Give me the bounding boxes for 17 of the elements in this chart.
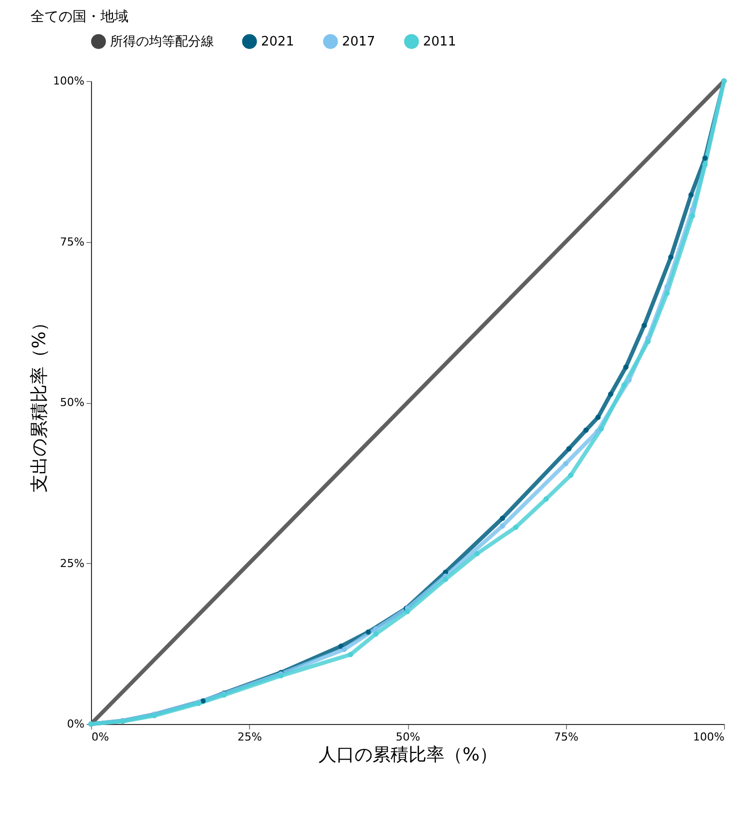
legend-label: 所得の均等配分線 <box>110 34 214 50</box>
legend-label: 2011 <box>423 34 456 50</box>
x-tick-label: 100% <box>693 730 724 744</box>
x-tick-label: 75% <box>554 730 578 744</box>
legend-label: 2021 <box>261 34 294 50</box>
y-tick-label: 25% <box>60 556 84 570</box>
legend-label: 2017 <box>342 34 376 50</box>
x-tick-label: 50% <box>396 730 420 744</box>
y-tick-label: 75% <box>60 235 84 248</box>
x-axis-title: 人口の累積比率（%） <box>318 744 498 766</box>
y-tick-label: 100% <box>53 74 84 88</box>
x-tick-label: 0% <box>92 730 109 744</box>
y-tick-label: 50% <box>60 396 84 409</box>
x-tick-label: 25% <box>238 730 262 744</box>
y-tick-label: 0% <box>67 718 84 730</box>
y-axis-title: 支出の累積比率（%） <box>29 313 50 493</box>
chart-title: 全ての国・地域 <box>30 9 129 25</box>
